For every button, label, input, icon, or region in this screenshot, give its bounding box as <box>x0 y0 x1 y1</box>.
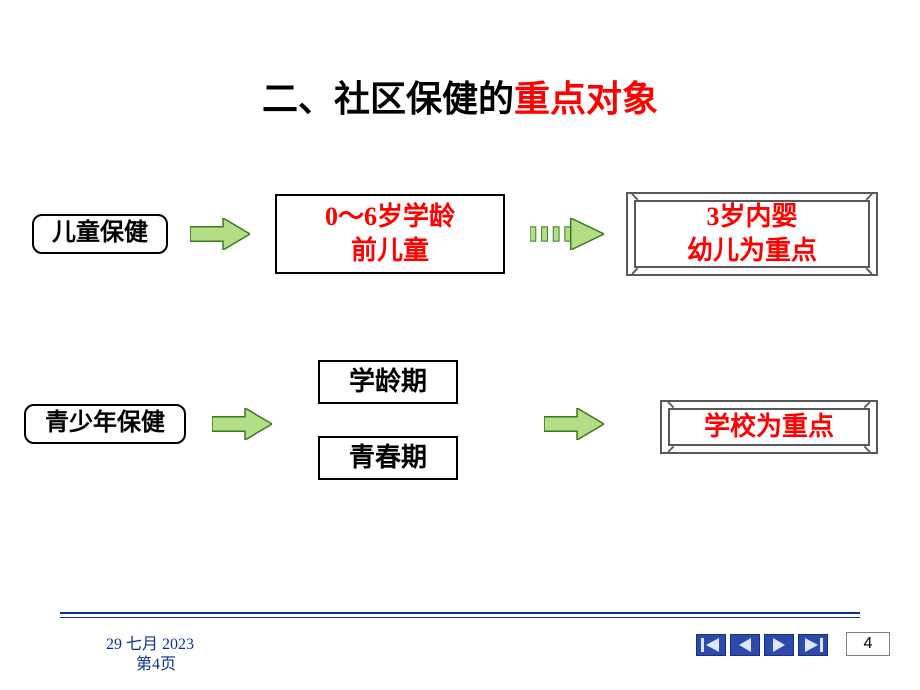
nav-first-icon <box>701 638 721 652</box>
striped-arrow-icon <box>530 218 604 250</box>
youth-mid2-text: 青春期 <box>349 441 427 475</box>
nav-next-button[interactable] <box>764 634 794 656</box>
nav-prev-icon <box>737 638 753 652</box>
child-right-line2: 幼儿为重点 <box>687 234 817 268</box>
nav-last-icon <box>803 638 823 652</box>
youth-mid1-box: 学龄期 <box>318 360 458 404</box>
child-right-inner: 3岁内婴 幼儿为重点 <box>634 200 870 268</box>
child-right-line1: 3岁内婴 <box>706 200 797 234</box>
arrow-icon <box>544 408 604 440</box>
title-prefix: 二、社区保健的 <box>262 79 514 119</box>
child-label-box: 儿童保健 <box>32 214 168 254</box>
child-label-text: 儿童保健 <box>52 218 148 249</box>
footer-divider <box>60 612 860 614</box>
arrow-icon <box>212 408 272 440</box>
nav-last-button[interactable] <box>798 634 828 656</box>
youth-label-text: 青少年保健 <box>45 408 165 439</box>
child-mid-line2: 前儿童 <box>351 234 429 268</box>
footer-page-label: 第4页 <box>136 650 176 674</box>
title-emphasis: 重点对象 <box>514 79 658 119</box>
youth-right-text: 学校为重点 <box>704 410 834 444</box>
child-mid-line1: 0～6岁学龄 <box>325 200 455 234</box>
child-right-box: 3岁内婴 幼儿为重点 <box>626 192 878 276</box>
nav-next-icon <box>771 638 787 652</box>
youth-label-box: 青少年保健 <box>24 404 186 444</box>
youth-mid1-text: 学龄期 <box>349 365 427 399</box>
footer-divider-thin <box>60 617 860 618</box>
slide-title: 二、社区保健的重点对象 <box>0 70 920 122</box>
nav-prev-button[interactable] <box>730 634 760 656</box>
youth-mid2-box: 青春期 <box>318 436 458 480</box>
nav-buttons <box>696 634 828 656</box>
youth-right-inner: 学校为重点 <box>668 408 870 446</box>
arrow-icon <box>190 218 250 250</box>
youth-right-box: 学校为重点 <box>660 400 878 454</box>
nav-first-button[interactable] <box>696 634 726 656</box>
page-number: 4 <box>846 632 890 656</box>
child-mid-box: 0～6岁学龄 前儿童 <box>275 194 505 274</box>
